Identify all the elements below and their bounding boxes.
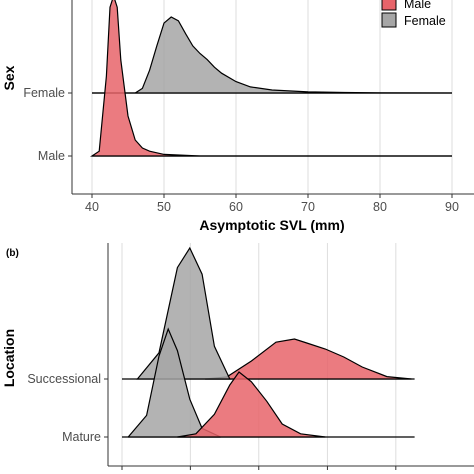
panel-b-tag: (b) bbox=[6, 248, 19, 259]
panel-b-y-tick-label: Mature bbox=[62, 430, 101, 444]
legend-label-female: Female bbox=[404, 14, 446, 28]
panel-a-x-tick-label: 80 bbox=[373, 200, 387, 214]
panel-a-x-tick-label: 40 bbox=[85, 200, 99, 214]
panel-a-x-ticks: 40 50 60 70 80 90 bbox=[85, 194, 459, 214]
panel-a-legend: Male Female bbox=[381, 0, 446, 28]
panel-a-grid bbox=[91, 0, 453, 194]
panel-b-y-axis-title: Location bbox=[1, 329, 17, 387]
panel-b-y-tick-label: Successional bbox=[27, 372, 101, 386]
panel-a-y-tick-label: Male bbox=[38, 149, 65, 163]
panel-a-x-tick-label: 50 bbox=[157, 200, 171, 214]
panel-a-y-axis-title: Sex bbox=[1, 65, 17, 90]
ridge-successional-0 bbox=[205, 338, 412, 380]
ridge-mature-3 bbox=[177, 371, 326, 438]
legend-label-male: Male bbox=[404, 0, 431, 11]
ridge-female-0 bbox=[92, 16, 453, 94]
panel-b-y-ticks: Successional Mature bbox=[27, 372, 108, 444]
panel-a-x-tick-label: 70 bbox=[301, 200, 315, 214]
panel-a-x-tick-label: 60 bbox=[229, 200, 243, 214]
panel-b-ridges bbox=[122, 246, 415, 438]
panel-a-x-tick-label: 90 bbox=[445, 200, 459, 214]
panel-a-y-tick-label: Female bbox=[23, 86, 65, 100]
legend-swatch-female bbox=[381, 12, 397, 28]
panel-b-x-ticks bbox=[121, 466, 397, 470]
ridge-successional-1 bbox=[136, 246, 231, 380]
panel-a-y-ticks: Female Male bbox=[23, 86, 72, 163]
legend-swatch-male bbox=[381, 0, 397, 11]
panel-a-ridges bbox=[90, 0, 453, 157]
panel-a-x-axis-title: Asymptotic SVL (mm) bbox=[199, 217, 344, 233]
panel-a: 40 50 60 70 80 90 Female Male Asymptotic SVL (… bbox=[1, 0, 474, 233]
panel-b: (b) Successional Mature Location bbox=[1, 243, 474, 470]
ridge-male-1 bbox=[90, 0, 452, 157]
